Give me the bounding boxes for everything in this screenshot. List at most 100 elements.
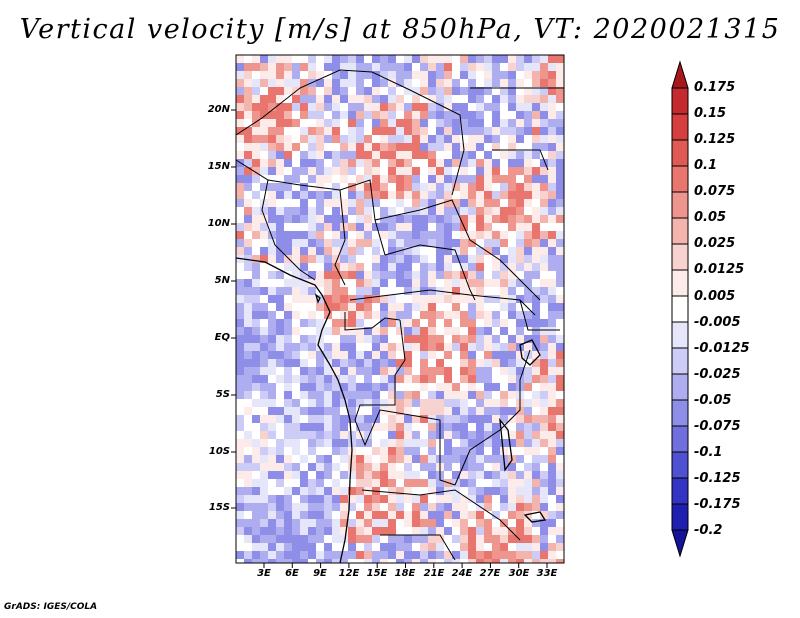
field-cell bbox=[412, 511, 420, 519]
field-cell bbox=[404, 111, 412, 119]
field-cell bbox=[404, 343, 412, 351]
velocity-field bbox=[236, 55, 564, 563]
field-cell bbox=[468, 391, 476, 399]
field-cell bbox=[436, 111, 444, 119]
field-cell bbox=[524, 407, 532, 415]
field-cell bbox=[364, 127, 372, 135]
field-cell bbox=[396, 359, 404, 367]
field-cell bbox=[300, 423, 308, 431]
field-cell bbox=[468, 447, 476, 455]
field-cell bbox=[388, 71, 396, 79]
field-cell bbox=[444, 407, 452, 415]
field-cell bbox=[444, 391, 452, 399]
field-cell bbox=[420, 415, 428, 423]
field-cell bbox=[380, 511, 388, 519]
field-cell bbox=[300, 271, 308, 279]
field-cell bbox=[316, 519, 324, 527]
field-cell bbox=[316, 271, 324, 279]
field-cell bbox=[364, 503, 372, 511]
field-cell bbox=[492, 375, 500, 383]
field-cell bbox=[236, 303, 244, 311]
field-cell bbox=[412, 255, 420, 263]
field-cell bbox=[244, 71, 252, 79]
field-cell bbox=[436, 383, 444, 391]
field-cell bbox=[500, 407, 508, 415]
field-cell bbox=[268, 351, 276, 359]
field-cell bbox=[324, 559, 332, 563]
field-cell bbox=[284, 391, 292, 399]
field-cell bbox=[548, 175, 556, 183]
field-cell bbox=[428, 407, 436, 415]
field-cell bbox=[452, 183, 460, 191]
field-cell bbox=[524, 543, 532, 551]
field-cell bbox=[428, 351, 436, 359]
field-cell bbox=[420, 511, 428, 519]
field-cell bbox=[356, 359, 364, 367]
field-cell bbox=[252, 511, 260, 519]
field-cell bbox=[284, 527, 292, 535]
field-cell bbox=[420, 319, 428, 327]
field-cell bbox=[460, 255, 468, 263]
field-cell bbox=[548, 55, 556, 63]
field-cell bbox=[500, 447, 508, 455]
field-cell bbox=[476, 407, 484, 415]
field-cell bbox=[348, 407, 356, 415]
field-cell bbox=[300, 63, 308, 71]
field-cell bbox=[340, 191, 348, 199]
field-cell bbox=[372, 295, 380, 303]
field-cell bbox=[468, 495, 476, 503]
field-cell bbox=[380, 63, 388, 71]
field-cell bbox=[260, 463, 268, 471]
field-cell bbox=[500, 487, 508, 495]
field-cell bbox=[500, 295, 508, 303]
field-cell bbox=[300, 199, 308, 207]
field-cell bbox=[356, 159, 364, 167]
field-cell bbox=[468, 255, 476, 263]
field-cell bbox=[492, 63, 500, 71]
field-cell bbox=[420, 559, 428, 563]
field-cell bbox=[492, 479, 500, 487]
field-cell bbox=[524, 519, 532, 527]
field-cell bbox=[548, 407, 556, 415]
field-cell bbox=[436, 127, 444, 135]
field-cell bbox=[420, 375, 428, 383]
field-cell bbox=[324, 511, 332, 519]
field-cell bbox=[444, 455, 452, 463]
field-cell bbox=[364, 103, 372, 111]
field-cell bbox=[340, 383, 348, 391]
field-cell bbox=[548, 159, 556, 167]
field-cell bbox=[484, 255, 492, 263]
field-cell bbox=[332, 487, 340, 495]
field-cell bbox=[412, 159, 420, 167]
field-cell bbox=[364, 247, 372, 255]
field-cell bbox=[412, 87, 420, 95]
field-cell bbox=[436, 503, 444, 511]
field-cell bbox=[300, 519, 308, 527]
field-cell bbox=[388, 135, 396, 143]
field-cell bbox=[412, 287, 420, 295]
field-cell bbox=[284, 295, 292, 303]
field-cell bbox=[300, 399, 308, 407]
field-cell bbox=[276, 519, 284, 527]
field-cell bbox=[332, 455, 340, 463]
field-cell bbox=[540, 239, 548, 247]
field-cell bbox=[332, 503, 340, 511]
field-cell bbox=[420, 407, 428, 415]
field-cell bbox=[548, 263, 556, 271]
field-cell bbox=[268, 103, 276, 111]
field-cell bbox=[476, 199, 484, 207]
field-cell bbox=[452, 559, 460, 563]
field-cell bbox=[292, 319, 300, 327]
field-cell bbox=[300, 407, 308, 415]
field-cell bbox=[372, 503, 380, 511]
field-cell bbox=[540, 543, 548, 551]
field-cell bbox=[532, 63, 540, 71]
field-cell bbox=[500, 527, 508, 535]
field-cell bbox=[396, 551, 404, 559]
field-cell bbox=[284, 519, 292, 527]
field-cell bbox=[268, 463, 276, 471]
field-cell bbox=[364, 447, 372, 455]
field-cell bbox=[516, 287, 524, 295]
field-cell bbox=[252, 143, 260, 151]
field-cell bbox=[492, 111, 500, 119]
